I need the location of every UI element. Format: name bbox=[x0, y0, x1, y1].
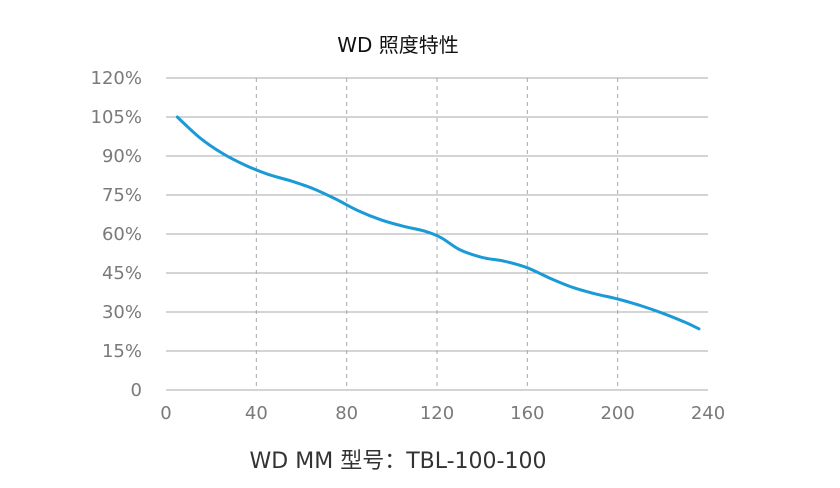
x-tick-label: 0 bbox=[160, 403, 171, 424]
vertical-gridlines bbox=[255, 78, 619, 390]
x-tick-label: 120 bbox=[420, 403, 454, 424]
x-axis-ticks: 0 40 80 120 160 200 240 bbox=[160, 403, 725, 424]
y-tick-label: 45% bbox=[102, 263, 142, 284]
y-axis-ticks: 0 15% 30% 45% 60% 75% 90% 105% 120% bbox=[91, 68, 142, 401]
y-tick-label: 0 bbox=[131, 380, 142, 401]
y-tick-label: 90% bbox=[102, 146, 142, 167]
x-tick-label: 40 bbox=[245, 403, 268, 424]
y-tick-label: 15% bbox=[102, 341, 142, 362]
x-axis-label: WD MM 型号：TBL-100-100 bbox=[250, 449, 547, 474]
y-tick-label: 60% bbox=[102, 224, 142, 245]
x-tick-label: 240 bbox=[691, 403, 725, 424]
y-tick-label: 30% bbox=[102, 302, 142, 323]
y-tick-label: 120% bbox=[91, 68, 142, 89]
x-tick-label: 200 bbox=[600, 403, 634, 424]
y-tick-label: 75% bbox=[102, 185, 142, 206]
x-tick-label: 160 bbox=[510, 403, 544, 424]
series-line bbox=[175, 115, 701, 331]
chart-title: WD 照度特性 bbox=[337, 33, 459, 57]
x-tick-label: 80 bbox=[335, 403, 358, 424]
series-layer bbox=[175, 115, 701, 331]
y-tick-label: 105% bbox=[91, 107, 142, 128]
